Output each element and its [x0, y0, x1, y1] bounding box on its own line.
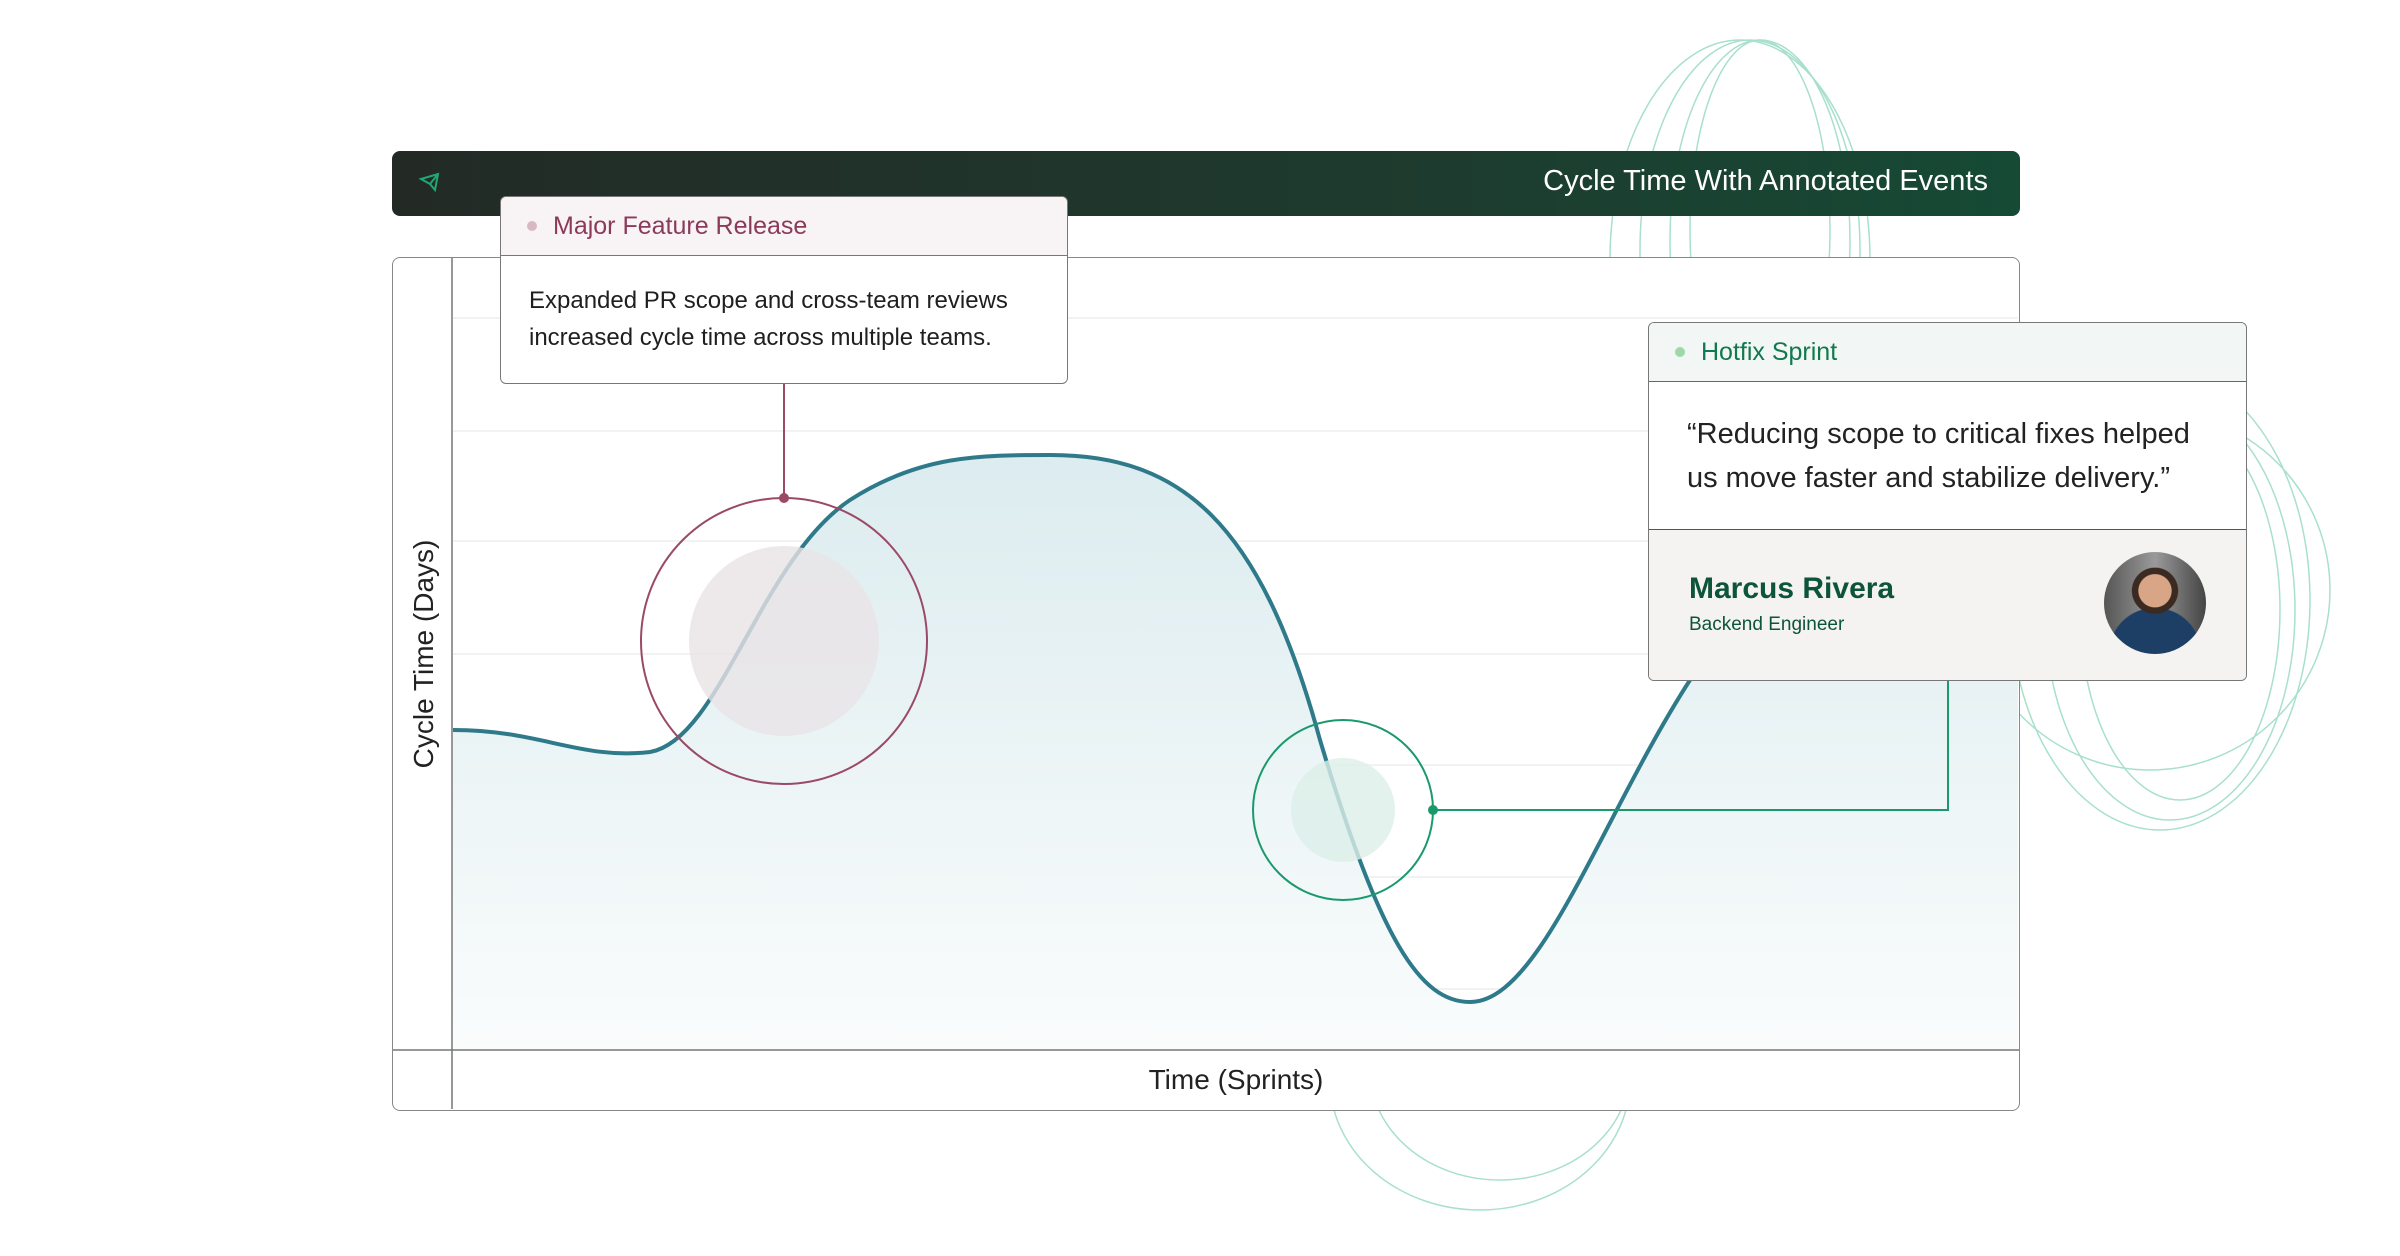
event-card-header: Major Feature Release [501, 197, 1067, 256]
bullet-icon [527, 221, 537, 231]
event-title: Hotfix Sprint [1701, 337, 1838, 366]
cycle-time-line [452, 452, 1692, 1005]
event-card-header: Hotfix Sprint [1649, 323, 2246, 382]
paper-plane-icon [418, 172, 440, 193]
event-anchor-2 [1428, 805, 1438, 815]
y-axis-label: Cycle Time (Days) [408, 539, 439, 769]
avatar [2104, 552, 2206, 654]
event-card-major-feature-release: Major Feature Release Expanded PR scope … [500, 196, 1068, 384]
event-description: Expanded PR scope and cross-team reviews… [529, 287, 1008, 351]
author-name: Marcus Rivera [1689, 572, 1895, 605]
event-card-hotfix-sprint: Hotfix Sprint “Reducing scope to critica… [1648, 322, 2247, 681]
x-axis-label: Time (Sprints) [1148, 1064, 1324, 1095]
event-anchor-1 [779, 493, 789, 503]
chart-title: Cycle Time With Annotated Events [1543, 165, 1988, 197]
author-role: Backend Engineer [1689, 614, 1845, 635]
chart-header: Cycle Time With Annotated Events [392, 151, 2020, 216]
event-title: Major Feature Release [553, 211, 808, 240]
event-quote: “Reducing scope to critical fixes helped… [1649, 382, 2246, 530]
event-highlight-1 [689, 546, 879, 736]
quote-author: Marcus Rivera Backend Engineer [1649, 530, 2246, 680]
event-connector-2 [1433, 680, 1949, 811]
bullet-icon [1675, 347, 1685, 357]
event-highlight-2 [1291, 758, 1395, 862]
